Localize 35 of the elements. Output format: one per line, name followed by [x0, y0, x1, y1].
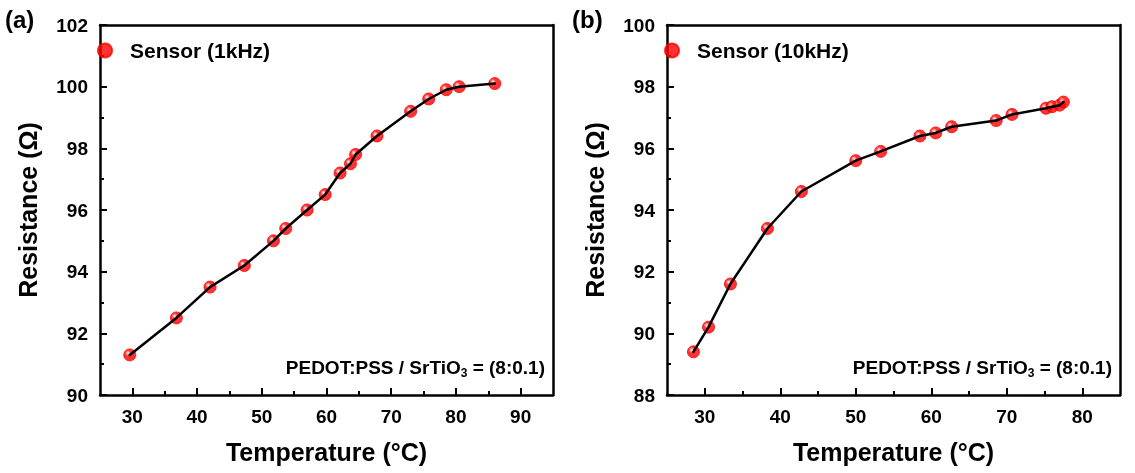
y-tick-label: 92	[633, 261, 655, 283]
x-tick-label: 90	[510, 406, 532, 427]
y-tick-label: 96	[633, 137, 655, 159]
x-tick-label: 80	[445, 406, 467, 427]
y-tick-label: 100	[56, 76, 88, 98]
x-tick-label: 60	[920, 406, 942, 427]
y-tick-label: 94	[66, 261, 89, 283]
chart-title: (b)	[572, 5, 603, 33]
x-tick-label: 70	[996, 406, 1018, 427]
x-tick-label: 40	[186, 406, 208, 427]
y-tick-label: 98	[66, 137, 88, 159]
x-tick-label: 50	[845, 406, 867, 427]
y-tick-label: 96	[66, 199, 88, 221]
x-tick-label: 30	[694, 406, 716, 427]
y-tick-label: 102	[56, 14, 88, 36]
x-tick-label: 30	[121, 406, 143, 427]
y-axis-title: Resistance (Ω)	[580, 122, 609, 298]
y-tick-label: 100	[623, 14, 655, 36]
y-tick-label: 94	[633, 199, 656, 221]
legend-label: Sensor (10kHz)	[697, 39, 849, 62]
x-tick-label: 70	[380, 406, 402, 427]
x-tick-label: 40	[769, 406, 791, 427]
x-tick-label: 60	[315, 406, 338, 427]
x-axis-title: Temperature (°C)	[792, 437, 995, 466]
y-tick-label: 98	[633, 76, 655, 98]
x-tick-label: 80	[1071, 406, 1093, 427]
y-axis-title: Resistance (Ω)	[13, 122, 42, 298]
x-axis-title: Temperature (°C)	[225, 437, 428, 466]
y-tick-label: 90	[633, 322, 655, 344]
chart-title: (a)	[5, 5, 35, 33]
x-tick-label: 50	[251, 406, 273, 427]
y-tick-label: 88	[633, 384, 655, 406]
y-tick-label: 90	[66, 384, 88, 406]
legend-label: Sensor (1kHz)	[130, 39, 271, 62]
y-tick-label: 92	[66, 322, 88, 344]
